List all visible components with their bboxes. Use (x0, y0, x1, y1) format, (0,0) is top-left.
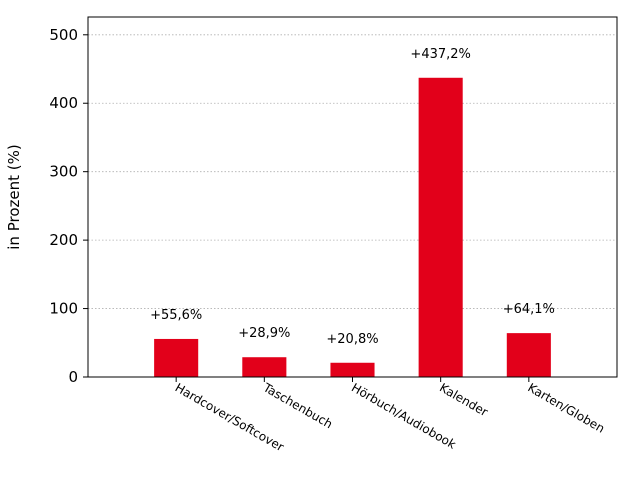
bar (418, 77, 463, 377)
x-tick-label: Karten/Globen (525, 380, 607, 435)
plot-frame (87, 16, 618, 378)
bar (330, 362, 375, 377)
y-axis-label: in Prozent (%) (5, 144, 23, 249)
y-tick-label: 500 (49, 26, 78, 44)
x-tick-label: Taschenbuch (260, 380, 335, 431)
y-tick-label: 100 (49, 300, 78, 318)
y-tick-label: 400 (49, 94, 78, 112)
value-label: +20,8% (326, 332, 378, 347)
bar (242, 357, 287, 377)
value-label: +437,2% (410, 47, 470, 62)
y-tick-label: 300 (49, 163, 78, 181)
y-tick-label: 0 (68, 368, 78, 386)
value-label: +64,1% (503, 302, 555, 317)
value-label: +28,9% (238, 326, 290, 341)
value-label: +55,6% (150, 308, 202, 323)
bar (154, 338, 199, 377)
x-tick-label: Kalender (437, 380, 490, 419)
y-tick-label: 200 (49, 231, 78, 249)
bar (506, 333, 551, 377)
